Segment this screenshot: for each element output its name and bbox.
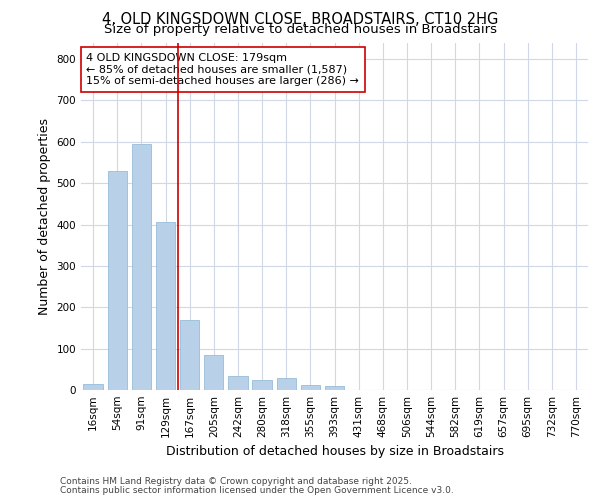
Bar — [180, 320, 199, 390]
X-axis label: Distribution of detached houses by size in Broadstairs: Distribution of detached houses by size … — [166, 446, 503, 458]
Bar — [83, 384, 103, 390]
Bar — [277, 378, 296, 390]
Bar — [107, 170, 127, 390]
Text: Size of property relative to detached houses in Broadstairs: Size of property relative to detached ho… — [104, 22, 497, 36]
Text: 4 OLD KINGSDOWN CLOSE: 179sqm
← 85% of detached houses are smaller (1,587)
15% o: 4 OLD KINGSDOWN CLOSE: 179sqm ← 85% of d… — [86, 53, 359, 86]
Bar — [204, 355, 223, 390]
Y-axis label: Number of detached properties: Number of detached properties — [38, 118, 51, 315]
Text: 4, OLD KINGSDOWN CLOSE, BROADSTAIRS, CT10 2HG: 4, OLD KINGSDOWN CLOSE, BROADSTAIRS, CT1… — [102, 12, 498, 28]
Bar — [132, 144, 151, 390]
Bar — [156, 222, 175, 390]
Bar — [253, 380, 272, 390]
Text: Contains HM Land Registry data © Crown copyright and database right 2025.: Contains HM Land Registry data © Crown c… — [60, 477, 412, 486]
Bar — [301, 385, 320, 390]
Bar — [228, 376, 248, 390]
Bar — [325, 386, 344, 390]
Text: Contains public sector information licensed under the Open Government Licence v3: Contains public sector information licen… — [60, 486, 454, 495]
